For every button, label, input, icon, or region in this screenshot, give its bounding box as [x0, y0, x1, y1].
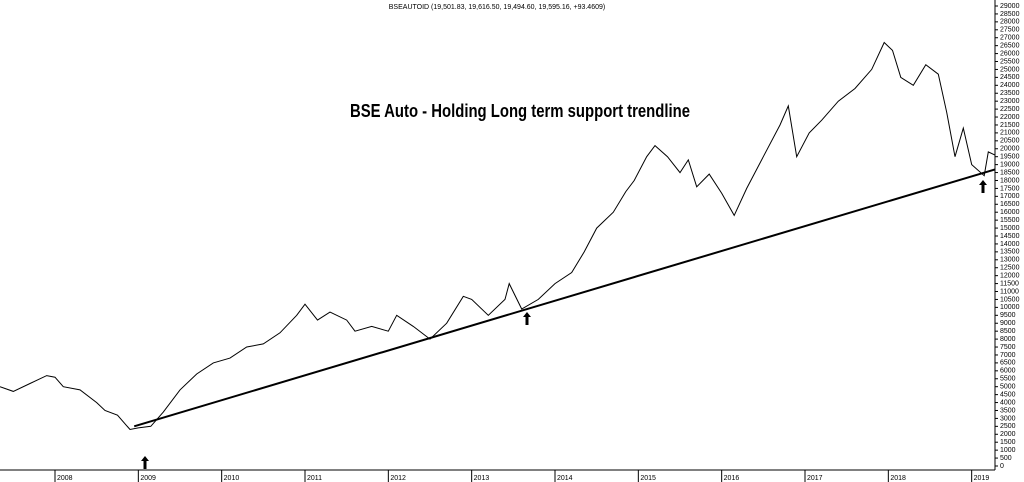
y-tick-label: 26000	[1000, 50, 1020, 57]
y-tick-label: 12500	[1000, 265, 1020, 272]
y-tick-label: 10500	[1000, 296, 1020, 303]
y-tick-label: 7000	[1000, 352, 1016, 359]
y-tick-label: 25000	[1000, 66, 1020, 73]
y-tick-label: 3000	[1000, 415, 1016, 422]
y-tick-label: 10000	[1000, 304, 1020, 311]
y-tick-label: 22000	[1000, 114, 1020, 121]
y-tick-label: 4500	[1000, 391, 1016, 398]
y-tick-label: 3500	[1000, 407, 1016, 414]
trendline	[133, 168, 996, 428]
y-tick-label: 2000	[1000, 431, 1016, 438]
y-tick-label: 25500	[1000, 58, 1020, 65]
y-tick-label: 13000	[1000, 257, 1020, 264]
y-tick-label: 27000	[1000, 35, 1020, 42]
y-tick-label: 1000	[1000, 447, 1016, 454]
y-tick-label: 21500	[1000, 122, 1020, 129]
x-tick-label: 2008	[57, 475, 73, 482]
y-tick-label: 22500	[1000, 106, 1020, 113]
y-tick-label: 18000	[1000, 177, 1020, 184]
y-tick-label: 17500	[1000, 185, 1020, 192]
x-tick-label: 2015	[640, 475, 656, 482]
y-tick-label: 19500	[1000, 154, 1020, 161]
y-tick-label: 8500	[1000, 328, 1016, 335]
y-tick-label: 6500	[1000, 360, 1016, 367]
x-tick-label: 2019	[974, 475, 990, 482]
x-tick-label: 2013	[474, 475, 490, 482]
y-tick-label: 13500	[1000, 249, 1020, 256]
x-tick-label: 2016	[724, 475, 740, 482]
y-tick-label: 14000	[1000, 241, 1020, 248]
x-tick-label: 2018	[890, 475, 906, 482]
x-tick-label: 2014	[557, 475, 573, 482]
y-tick-label: 17000	[1000, 193, 1020, 200]
price-line	[0, 41, 996, 431]
chart-title: BSEAUTOID (19,501.83, 19,616.50, 19,494.…	[389, 4, 605, 11]
y-tick-label: 24000	[1000, 82, 1020, 89]
y-tick-label: 27500	[1000, 27, 1020, 34]
x-tick-label: 2009	[140, 475, 156, 482]
x-tick-label: 2017	[807, 475, 823, 482]
y-tick-label: 6000	[1000, 368, 1016, 375]
y-tick-label: 9000	[1000, 320, 1016, 327]
arrow	[141, 456, 149, 469]
x-tick-label: 2010	[224, 475, 240, 482]
y-tick-label: 14500	[1000, 233, 1020, 240]
y-tick-label: 8000	[1000, 336, 1016, 343]
annotation: BSE Auto - Holding Long term support tre…	[350, 101, 690, 121]
y-tick-label: 2500	[1000, 423, 1016, 430]
y-tick-label: 12000	[1000, 272, 1020, 279]
y-tick-label: 500	[1000, 455, 1012, 462]
y-tick-label: 5000	[1000, 384, 1016, 391]
y-tick-label: 24500	[1000, 74, 1020, 81]
y-tick-label: 16500	[1000, 201, 1020, 208]
y-tick-label: 29000	[1000, 3, 1020, 10]
y-tick-label: 0	[1000, 463, 1004, 470]
y-tick-label: 26500	[1000, 42, 1020, 49]
arrow	[523, 312, 531, 325]
x-tick-label: 2012	[390, 475, 406, 482]
y-tick-label: 15500	[1000, 217, 1020, 224]
y-tick-label: 20000	[1000, 146, 1020, 153]
y-tick-label: 19000	[1000, 161, 1020, 168]
y-tick-label: 28500	[1000, 11, 1020, 18]
y-tick-label: 23000	[1000, 98, 1020, 105]
y-tick-label: 5500	[1000, 376, 1016, 383]
y-tick-label: 7500	[1000, 344, 1016, 351]
y-tick-label: 4000	[1000, 399, 1016, 406]
y-tick-label: 20500	[1000, 138, 1020, 145]
y-tick-label: 23500	[1000, 90, 1020, 97]
y-tick-label: 11500	[1000, 280, 1019, 287]
y-tick-label: 16000	[1000, 209, 1020, 216]
y-tick-label: 18500	[1000, 169, 1020, 176]
y-tick-label: 28000	[1000, 19, 1020, 26]
y-tick-label: 21000	[1000, 130, 1020, 137]
x-tick-label: 2011	[307, 475, 322, 482]
y-tick-label: 9500	[1000, 312, 1016, 319]
y-tick-label: 11000	[1000, 288, 1019, 295]
y-tick-label: 15000	[1000, 225, 1020, 232]
y-tick-label: 1500	[1000, 439, 1016, 446]
arrow	[979, 180, 987, 193]
arrows	[141, 180, 987, 469]
